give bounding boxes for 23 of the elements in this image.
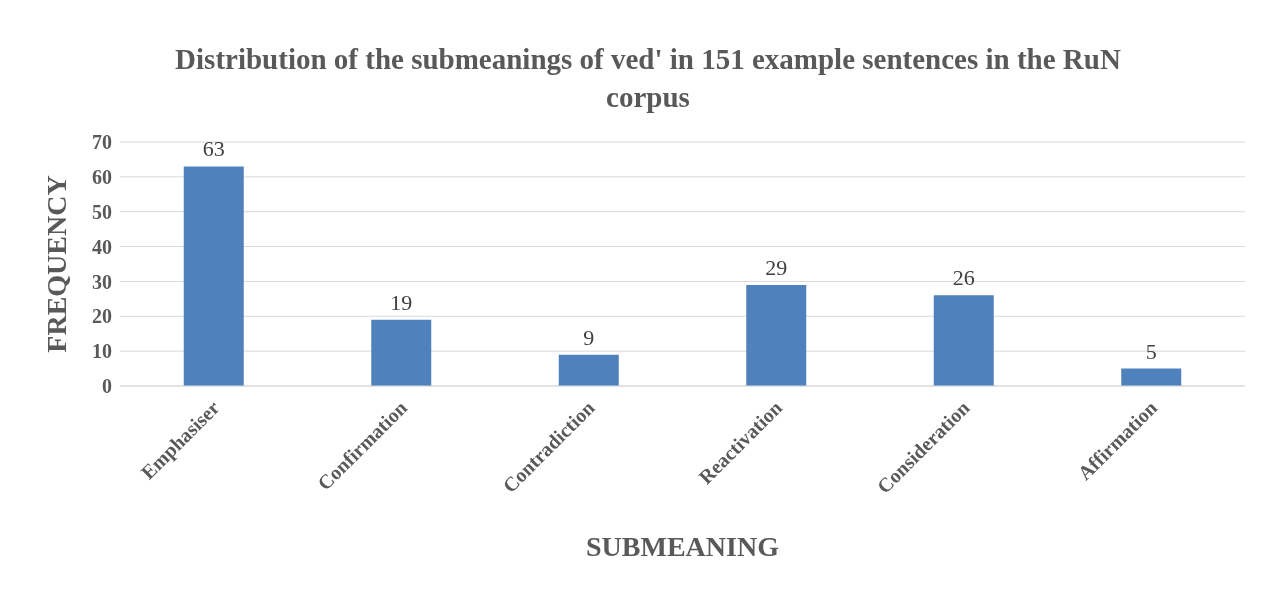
y-tick-label: 60 (92, 165, 112, 188)
bar (371, 319, 432, 386)
bar (933, 295, 994, 386)
bar (183, 166, 244, 386)
bar (558, 354, 619, 386)
data-label: 9 (583, 324, 595, 350)
data-label: 5 (1145, 338, 1157, 364)
y-tick-label: 20 (92, 305, 112, 328)
x-axis-title: SUBMEANING (586, 531, 780, 562)
y-tick-label: 0 (102, 375, 112, 398)
bar (746, 284, 807, 386)
y-tick-label: 70 (92, 131, 112, 154)
y-tick-label: 40 (92, 235, 112, 258)
y-tick-label: 30 (92, 270, 112, 293)
y-tick-label: 50 (92, 200, 112, 223)
data-label: 63 (202, 136, 225, 162)
data-label: 29 (765, 254, 788, 280)
data-label: 19 (390, 289, 413, 315)
chart-title: Distribution of the submeanings of ved' in 151 example sentences in the RuN corpus (174, 42, 1122, 115)
y-axis-title: FREQUENCY (40, 175, 72, 353)
data-label: 26 (952, 265, 975, 291)
y-tick-label: 10 (92, 340, 112, 363)
bar (1121, 368, 1182, 386)
